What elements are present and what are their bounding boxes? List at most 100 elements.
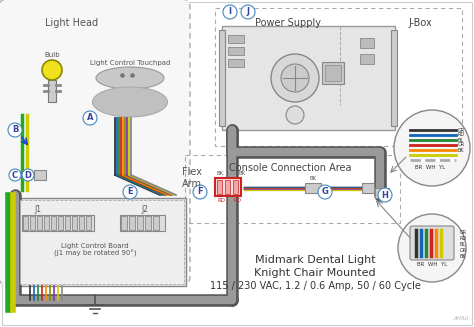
FancyBboxPatch shape [228,35,244,43]
Text: Light Control Board
(J1 may be rotated 90°): Light Control Board (J1 may be rotated 9… [54,243,137,257]
FancyBboxPatch shape [322,62,344,84]
Circle shape [22,169,34,181]
Text: BL: BL [460,242,466,247]
Circle shape [42,60,62,80]
Text: C: C [12,170,18,180]
FancyBboxPatch shape [58,216,63,230]
Ellipse shape [96,67,164,89]
Text: D: D [25,170,31,180]
Circle shape [223,5,237,19]
Text: Light Control Touchpad: Light Control Touchpad [90,60,170,66]
Text: BK: BK [310,176,317,181]
Text: Artful: Artful [453,316,468,321]
FancyBboxPatch shape [79,216,84,230]
Circle shape [378,188,392,202]
FancyBboxPatch shape [375,188,389,198]
FancyBboxPatch shape [129,216,135,230]
FancyBboxPatch shape [145,216,151,230]
FancyBboxPatch shape [23,216,28,230]
Text: G: G [321,187,328,197]
Text: Flex
Arm: Flex Arm [182,167,202,189]
Text: Midmark Dental Light: Midmark Dental Light [255,255,375,265]
FancyBboxPatch shape [51,216,56,230]
Circle shape [271,54,319,102]
FancyBboxPatch shape [34,170,46,180]
FancyBboxPatch shape [2,2,472,325]
FancyBboxPatch shape [44,216,49,230]
Circle shape [9,169,21,181]
Text: Console Connection Area: Console Connection Area [229,163,351,173]
Circle shape [123,185,137,199]
Text: OR: OR [458,143,465,147]
Circle shape [286,106,304,124]
FancyBboxPatch shape [65,216,70,230]
FancyBboxPatch shape [362,183,374,193]
Circle shape [398,214,466,282]
Text: I: I [228,8,231,16]
FancyBboxPatch shape [48,80,56,102]
FancyBboxPatch shape [0,0,190,285]
Text: BK: BK [238,171,246,176]
FancyBboxPatch shape [360,54,374,64]
FancyBboxPatch shape [228,59,244,67]
Text: J: J [246,8,249,16]
Text: A: A [87,113,93,123]
Text: BK: BK [458,147,465,152]
FancyBboxPatch shape [137,216,143,230]
FancyBboxPatch shape [18,198,186,286]
FancyBboxPatch shape [153,216,159,230]
Text: J-Box: J-Box [408,18,432,28]
FancyBboxPatch shape [360,38,374,48]
Text: GR: GR [458,128,465,132]
Text: RD: RD [218,198,226,203]
FancyBboxPatch shape [233,180,238,194]
Text: B: B [12,126,18,134]
FancyBboxPatch shape [86,216,91,230]
FancyBboxPatch shape [217,180,222,194]
Text: BR  WH  YL: BR WH YL [417,262,447,267]
Text: 115 / 230 VAC, 1.2 / 0.6 Amp, 50 / 60 Cycle: 115 / 230 VAC, 1.2 / 0.6 Amp, 50 / 60 Cy… [210,281,420,291]
FancyBboxPatch shape [121,216,127,230]
FancyBboxPatch shape [225,180,230,194]
Text: BL: BL [458,137,464,143]
FancyBboxPatch shape [72,216,77,230]
Text: E: E [127,187,133,197]
Text: BK: BK [217,171,224,176]
Circle shape [83,111,97,125]
Text: GR: GR [460,230,467,234]
FancyBboxPatch shape [325,65,341,81]
FancyBboxPatch shape [120,215,165,231]
Text: J1: J1 [35,205,42,215]
Text: J2: J2 [142,205,148,215]
Circle shape [8,123,22,137]
Text: Knight Chair Mounted: Knight Chair Mounted [254,268,376,278]
Text: Power Supply: Power Supply [255,18,321,28]
FancyBboxPatch shape [219,30,225,126]
Text: RD: RD [458,132,465,137]
Circle shape [241,5,255,19]
Text: BR  WH  YL: BR WH YL [415,165,445,170]
Text: RD: RD [460,235,467,240]
FancyBboxPatch shape [30,216,35,230]
Ellipse shape [92,87,167,117]
Text: Light Head: Light Head [46,18,99,28]
Circle shape [318,185,332,199]
Text: H: H [382,191,388,199]
FancyBboxPatch shape [22,215,94,231]
FancyBboxPatch shape [391,30,397,126]
FancyBboxPatch shape [410,226,454,260]
FancyBboxPatch shape [222,26,395,130]
FancyBboxPatch shape [305,183,321,193]
Circle shape [193,185,207,199]
Text: OR: OR [460,248,467,252]
Circle shape [281,64,309,92]
FancyBboxPatch shape [37,216,42,230]
FancyBboxPatch shape [215,178,241,196]
FancyBboxPatch shape [228,47,244,55]
Text: Bulb: Bulb [44,52,60,58]
Text: RD: RD [234,198,242,203]
Text: BK: BK [460,253,466,259]
FancyBboxPatch shape [20,200,184,284]
Text: F: F [197,187,203,197]
Circle shape [394,110,470,186]
